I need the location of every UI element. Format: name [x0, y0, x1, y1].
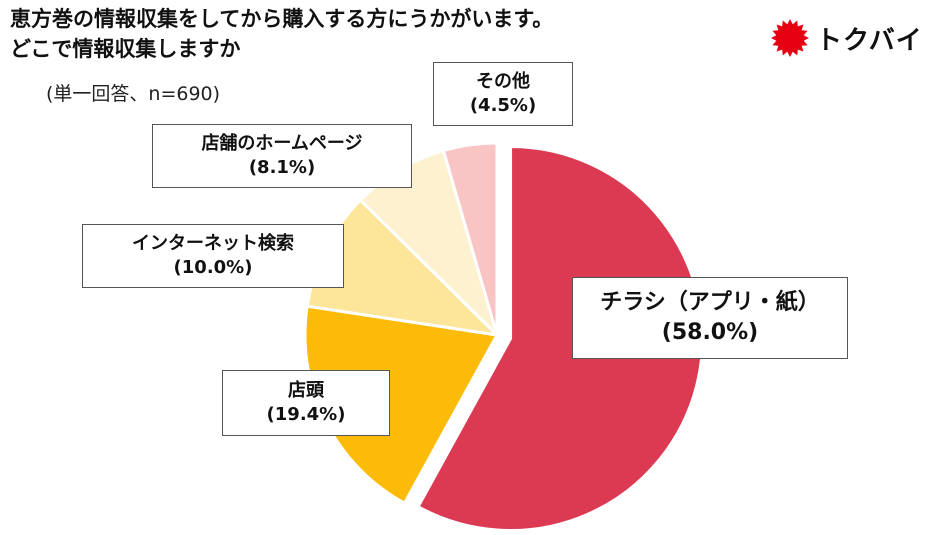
slice-label-other-pct: (4.5%) — [469, 95, 537, 116]
chart-subtitle: (単一回答、n=690) — [46, 83, 221, 105]
slice-label-homepage-pct: (8.1%) — [248, 157, 316, 178]
tokubai-logo: トクバイ — [770, 16, 940, 60]
chart-title: 恵方巻の情報収集をしてから購入する方にうかがいます。 どこで情報収集しますか — [10, 4, 770, 64]
slice-label-homepage: 店舗のホームページ (8.1%) — [152, 124, 412, 188]
slice-label-internet: インターネット検索 (10.0%) — [82, 224, 344, 288]
pie-slice-flyer — [416, 144, 705, 532]
slice-label-internet-pct: (10.0%) — [173, 257, 253, 278]
slice-label-flyer-pct: (58.0%) — [661, 320, 759, 345]
slice-label-flyer-name: チラシ（アプリ・紙） — [600, 290, 820, 316]
slice-label-store: 店頭 (19.4%) — [222, 370, 390, 436]
pie-slice-other — [441, 141, 499, 336]
sun-burst-icon — [771, 19, 809, 57]
slice-label-store-pct: (19.4%) — [266, 404, 346, 425]
title-line-1: 恵方巻の情報収集をしてから購入する方にうかがいます。 — [10, 7, 554, 31]
logo-text: トクバイ — [816, 25, 923, 56]
title-line-2: どこで情報収集しますか — [10, 37, 241, 61]
slice-label-homepage-name: 店舗のホームページ — [201, 132, 363, 154]
slice-label-other: その他 (4.5%) — [433, 62, 573, 126]
slice-label-internet-name: インターネット検索 — [132, 232, 294, 254]
slice-label-other-name: その他 — [476, 70, 530, 92]
slice-label-flyer: チラシ（アプリ・紙） (58.0%) — [572, 277, 848, 359]
slice-label-store-name: 店頭 — [288, 379, 324, 401]
